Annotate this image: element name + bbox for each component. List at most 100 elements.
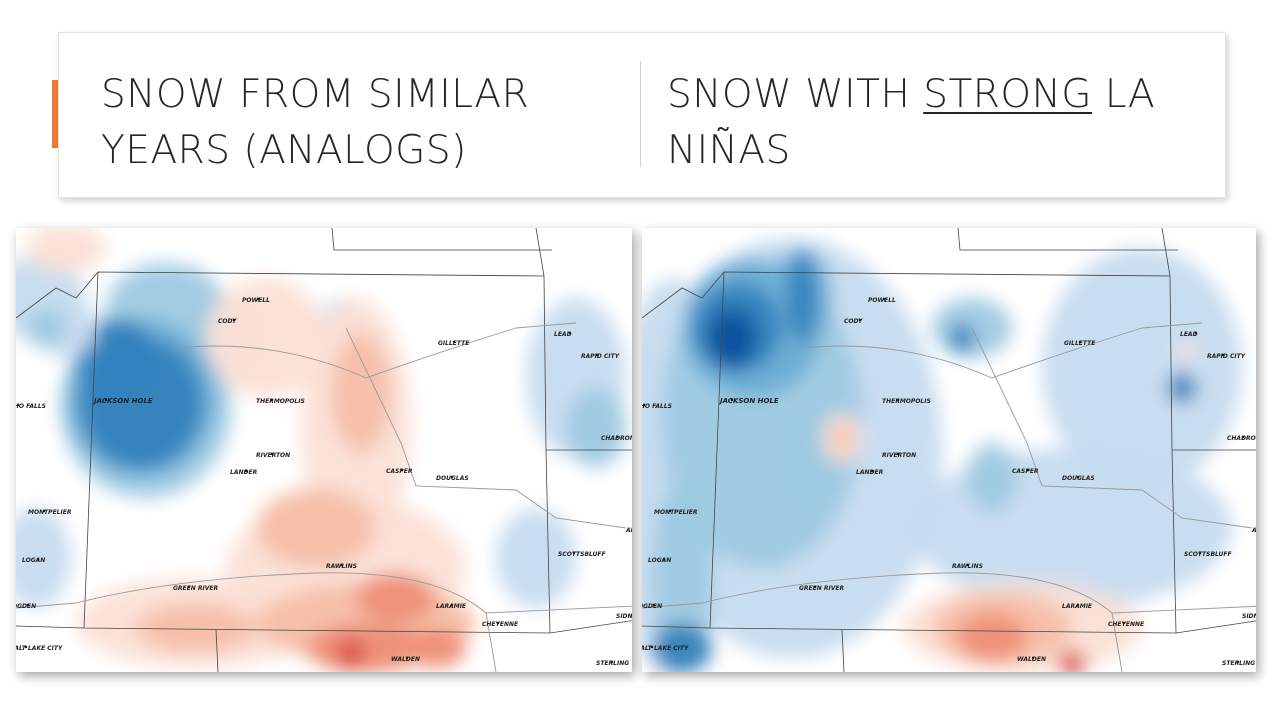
snow-anomaly — [1057, 651, 1087, 672]
city-dot — [568, 331, 572, 335]
city-dot — [1241, 435, 1245, 439]
city-dot — [244, 469, 248, 473]
snow-anomaly — [306, 623, 426, 672]
city-dot — [1198, 551, 1202, 555]
city-label: THERMOPOLIS — [256, 398, 305, 405]
state-border — [642, 228, 1256, 672]
city-label: RAWLINS — [326, 563, 357, 570]
city-label: OGDEN — [16, 603, 36, 610]
snow-anomaly — [1042, 248, 1242, 488]
city-dot — [232, 318, 236, 322]
road — [642, 322, 1256, 672]
snow-anomaly — [26, 228, 106, 273]
map-analogs: POWELL CODY JACKSON HOLE IDAHO FALLS THERMOP… — [16, 228, 632, 672]
city-label: CHEYENNE — [482, 621, 519, 628]
city-label: CASPER — [1012, 468, 1039, 475]
left-title: SNOW FROM SIMILAR YEARS (ANALOGS) — [101, 72, 530, 173]
map-canvas: POWELL CODY JACKSON HOLE IDAHO FALLS THERMOP… — [642, 228, 1256, 672]
city-label: IDAHO FALLS — [16, 403, 46, 410]
city-dot — [572, 551, 576, 555]
city-label: SALT LAKE CITY — [16, 645, 63, 652]
city-label: SCOTTSBLUFF — [558, 551, 607, 558]
city-label: MONTPELIER — [28, 509, 72, 516]
city-dot — [1194, 331, 1198, 335]
city-dot — [1122, 621, 1126, 625]
snow-anomaly — [1167, 373, 1197, 403]
city-dot — [1236, 660, 1240, 664]
state-border — [16, 228, 632, 672]
snow-anomaly — [356, 573, 436, 623]
city-dot — [595, 353, 599, 357]
city-dot — [630, 613, 632, 617]
city-dot — [496, 621, 500, 625]
city-label: THERMOPOLIS — [882, 398, 931, 405]
state-border — [709, 271, 1177, 634]
divider — [640, 61, 641, 167]
city-label: IDAHO FALLS — [642, 403, 672, 410]
city-label: LEAD — [1180, 331, 1198, 338]
city-dot — [187, 585, 191, 589]
city-dot — [662, 557, 666, 561]
city-label: LARAMIE — [436, 603, 467, 610]
snow-anomaly — [16, 508, 71, 608]
map-canvas: POWELL CODY JACKSON HOLE IDAHO FALLS THERMOP… — [16, 228, 632, 672]
snow-anomaly — [206, 278, 326, 398]
city-label: CASPER — [386, 468, 413, 475]
city-label: ALLIANCE — [1251, 527, 1256, 534]
title-part: LA NIÑAS — [667, 72, 1156, 173]
city-label: POWELL — [868, 297, 896, 304]
city-dot — [650, 645, 654, 649]
title-part: SNOW WITH — [667, 72, 924, 117]
road — [16, 322, 632, 672]
snow-anomaly — [967, 443, 1017, 513]
state-border — [83, 271, 551, 634]
city-label: RIVERTON — [256, 452, 290, 459]
snow-anomaly — [331, 333, 391, 453]
header: SNOW FROM SIMILAR YEARS (ANALOGS) SNOW W… — [58, 32, 1226, 198]
city-dot — [270, 398, 274, 402]
city-label: LEAD — [554, 331, 572, 338]
city-label: RIVERTON — [882, 452, 916, 459]
snow-anomaly — [787, 253, 817, 343]
city-dot — [615, 435, 619, 439]
city-dot — [450, 475, 454, 479]
city-label: ALLIANCE — [625, 527, 632, 534]
snow-anomaly — [136, 603, 256, 653]
city-label: CHADRON — [601, 435, 632, 442]
city-dot — [405, 656, 409, 660]
city-dot — [870, 469, 874, 473]
snow-anomaly — [1177, 345, 1197, 361]
snow-anomaly — [832, 424, 852, 452]
city-dot — [668, 509, 672, 513]
city-dot — [452, 340, 456, 344]
city-label: GREEN RIVER — [799, 585, 844, 592]
anomaly-field — [642, 238, 1242, 672]
snow-anomaly — [950, 323, 974, 353]
city-label: CHADRON — [1227, 435, 1256, 442]
city-label: GILLETTE — [1064, 340, 1096, 347]
city-label: CODY — [218, 318, 237, 325]
city-dot — [16, 403, 20, 407]
city-label: RAPID CITY — [1207, 353, 1246, 360]
city-label: WALDEN — [1017, 656, 1046, 663]
snow-anomaly — [957, 613, 1027, 663]
city-dot — [882, 297, 886, 301]
snow-anomaly — [566, 388, 626, 468]
city-label: DOUGLAS — [1062, 475, 1095, 482]
city-label: JACKSON HOLE — [92, 397, 153, 405]
city-dot — [24, 645, 28, 649]
city-dot — [1076, 475, 1080, 479]
city-label: LANDER — [230, 469, 258, 476]
snow-anomaly — [76, 318, 156, 398]
city-dot — [896, 452, 900, 456]
city-dot — [642, 403, 646, 407]
city-label: POWELL — [242, 297, 270, 304]
anomaly-field — [16, 228, 626, 672]
city-label: CHEYENNE — [1108, 621, 1145, 628]
city-dot — [1076, 603, 1080, 607]
city-label: LOGAN — [22, 557, 45, 564]
snow-anomaly — [26, 308, 66, 348]
city-dot — [270, 452, 274, 456]
city-dot — [896, 398, 900, 402]
